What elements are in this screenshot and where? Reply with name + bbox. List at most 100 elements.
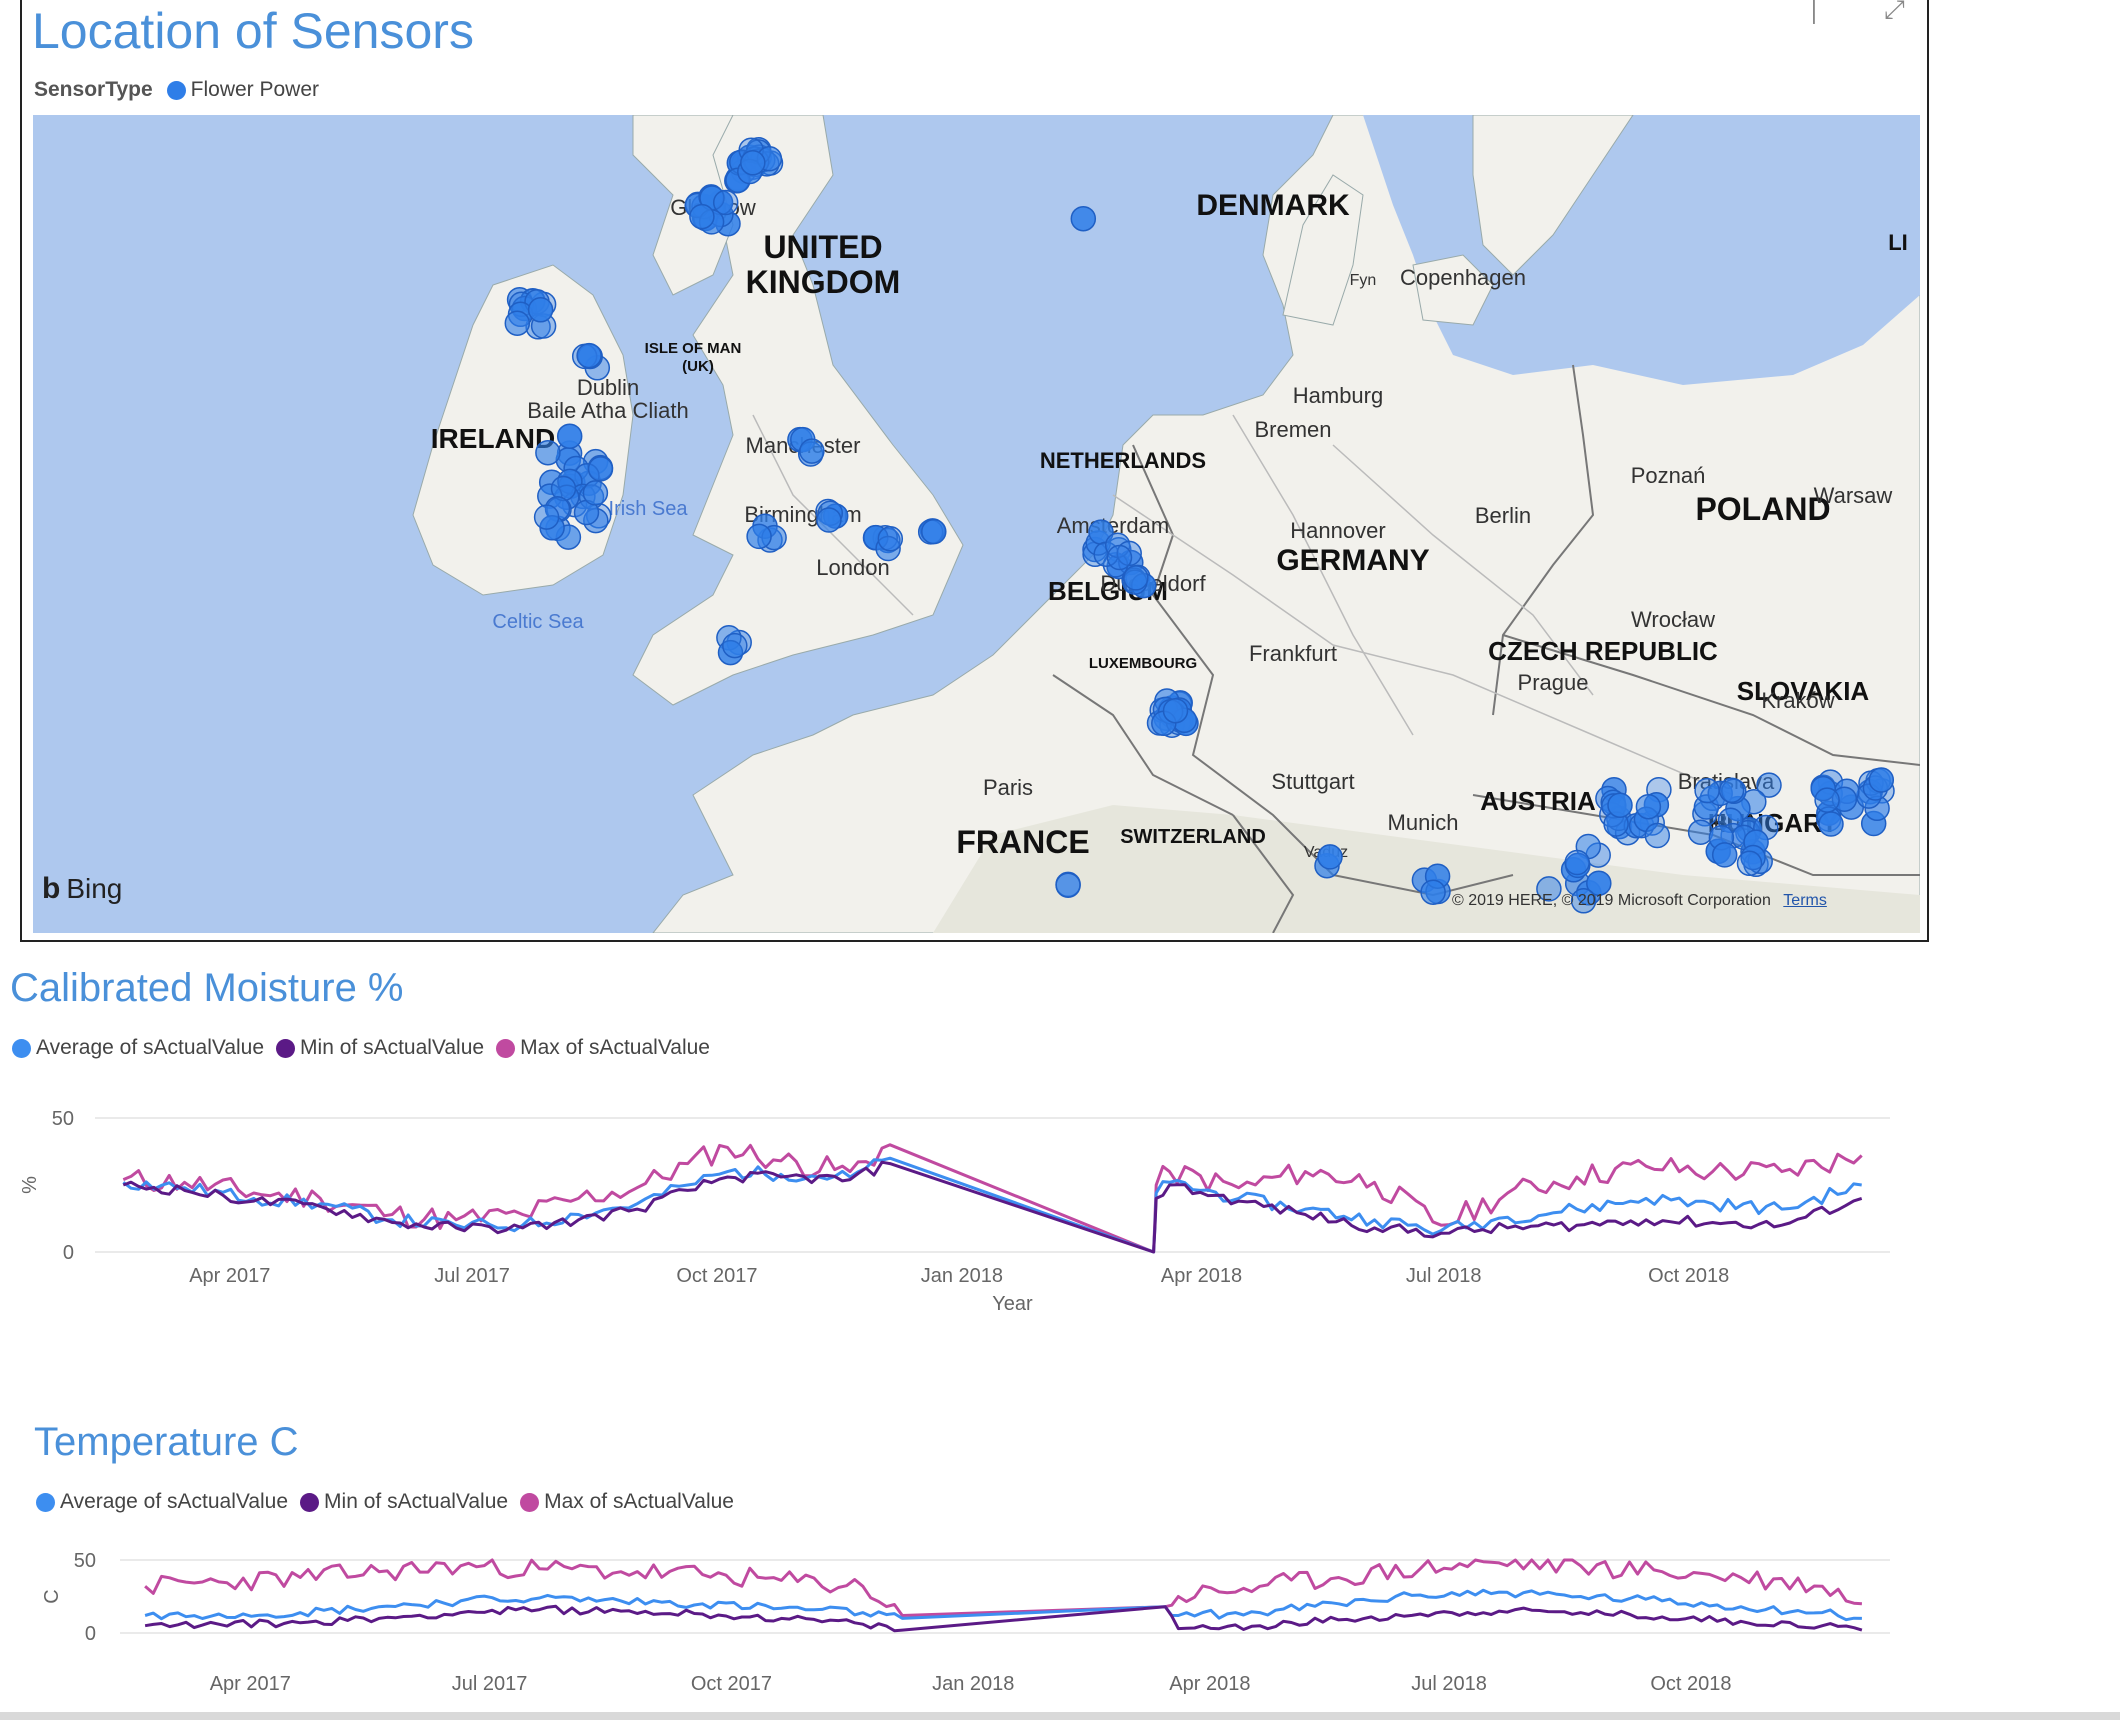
sensor-dot[interactable] [1564,849,1590,876]
city-label: Poznań [1631,463,1706,488]
legend-item-min[interactable]: Min of sActualValue [300,1490,508,1514]
sensor-dot[interactable] [504,310,531,336]
sensor-dot[interactable] [582,480,609,506]
city-label: Paris [983,775,1033,800]
sensor-dot[interactable] [550,475,577,502]
legend-max-label: Max of sActualValue [520,1036,710,1059]
sensor-dot[interactable] [576,342,602,369]
legend-min-label: Min of sActualValue [300,1036,485,1059]
moisture-line-chart[interactable]: 50 0% Apr 2017 Jul 2017 Oct 2017 Jan 2018 Apr … [0,1090,1920,1330]
sensor-dot[interactable] [1070,205,1097,232]
y-tick-label: 0 [85,1623,96,1645]
sensor-dot[interactable] [1818,811,1844,837]
sensor-dot[interactable] [1420,879,1446,905]
temperature-line-chart[interactable]: 50 0 C Apr 2017 Jul 2017 Oct 2017 Jan 2018 Apr … [0,1540,1920,1700]
sensor-dot[interactable] [527,297,554,323]
sensor-dot[interactable] [1756,772,1782,798]
sensor-dot[interactable] [1055,872,1081,898]
sensor-dot[interactable] [689,203,715,230]
city-label: Kraków [1761,688,1834,713]
sensor-dot[interactable] [712,189,739,216]
map-visual[interactable]: Location of Sensors │ ⤢ SensorType Flowe… [20,0,1929,942]
sensor-dot[interactable] [1106,544,1133,571]
sensor-dot[interactable] [1718,777,1745,804]
map-copyright: © 2019 HERE, © 2019 Microsoft Corporatio… [1452,892,1827,910]
country-label: UNITED [763,229,882,265]
sensor-dot[interactable] [1607,792,1633,818]
sensor-dot[interactable] [1123,565,1149,591]
series-line-min[interactable] [122,1160,1863,1254]
sensor-dot[interactable] [816,507,842,533]
sensor-dot[interactable] [1644,822,1671,849]
filter-icon[interactable]: │ [1807,0,1824,22]
country-label: NETHERLANDS [1040,448,1206,473]
sensor-dot[interactable] [1162,697,1189,724]
sensor-dot[interactable] [746,523,772,550]
x-tick-label: Apr 2018 [1161,1265,1242,1287]
sensor-dot[interactable] [875,535,901,562]
sensor-dot[interactable] [717,639,744,666]
sensor-dot[interactable] [533,504,560,530]
x-tick-label: Apr 2017 [189,1265,270,1287]
x-tick-label: Jul 2018 [1406,1265,1482,1287]
legend-item-max[interactable]: Max of sActualValue [496,1036,710,1060]
land-denmark [1282,174,1364,326]
x-tick-label: Jul 2017 [434,1265,510,1287]
sensor-dot[interactable] [1868,767,1895,793]
country-label: AUSTRIA [1480,786,1596,816]
legend-item-min[interactable]: Min of sActualValue [276,1036,484,1060]
bing-label: Bing [66,873,123,904]
sensor-dot[interactable] [1570,888,1597,914]
series-line-max[interactable] [144,1558,1863,1617]
sensor-dot[interactable] [877,526,904,552]
x-tick-label: Oct 2018 [1650,1673,1731,1695]
legend-dot-icon [496,1038,516,1058]
country-label: (UK) [682,358,714,375]
city-label: London [816,555,889,580]
moisture-legend: Average of sActualValue Min of sActualVa… [12,1036,722,1060]
sensor-dot[interactable] [1711,842,1738,868]
city-label: Munich [1388,810,1459,835]
terms-link[interactable]: Terms [1783,892,1827,909]
y-tick-label: 50 [52,1108,74,1130]
sensor-dot[interactable] [1586,870,1612,896]
legend-dot-icon [276,1038,296,1058]
series-line-average[interactable] [144,1588,1862,1622]
sensor-dot[interactable] [556,423,583,449]
country-label: CZECH REPUBLIC [1488,636,1718,666]
legend-item-max[interactable]: Max of sActualValue [520,1490,734,1514]
legend-dot-icon [36,1492,55,1512]
map-canvas[interactable]: DENMARK UNITED KINGDOM IRELAND NETHERLANDS BE… [33,115,1920,933]
sensor-dot[interactable] [722,632,748,659]
series-line-max[interactable] [122,1143,1863,1254]
series-line-average[interactable] [122,1156,1862,1254]
city-label: Berlin [1475,503,1531,528]
legend-item-average[interactable]: Average of sActualValue [36,1490,288,1514]
sensor-dot[interactable] [1635,793,1662,820]
sensor-dot[interactable] [1721,778,1747,805]
legend-item-flower-power[interactable]: Flower Power [166,78,319,102]
sensor-dot[interactable] [1814,787,1840,813]
sensor-dot[interactable] [587,456,614,482]
bing-map[interactable]: DENMARKUNITEDKINGDOMIRELANDNETHERLANDSBE… [33,115,1920,933]
sensor-dot[interactable] [535,439,561,466]
legend-dot-icon [300,1492,320,1512]
legend-dot-icon [12,1038,31,1058]
legend-dot-icon [520,1492,540,1512]
focus-mode-icon[interactable]: ⤢ [1884,0,1905,24]
sensor-dot[interactable] [799,438,825,464]
sensor-dot[interactable] [921,518,947,545]
city-label: Bremen [1254,417,1331,442]
x-tick-label: Apr 2017 [210,1673,291,1695]
series-line-min[interactable] [144,1604,1863,1633]
sensor-dot[interactable] [1536,876,1562,902]
sea-label: Celtic Sea [492,611,584,633]
sensor-dot[interactable] [740,150,766,176]
sensor-dot[interactable] [1694,777,1720,804]
sensor-dot[interactable] [1317,844,1343,870]
country-label: KINGDOM [746,264,901,300]
legend-min-label: Min of sActualValue [324,1490,509,1513]
legend-item-average[interactable]: Average of sActualValue [12,1036,264,1060]
horizontal-scrollbar[interactable] [0,1712,2120,1720]
sensor-dot[interactable] [1736,850,1763,877]
